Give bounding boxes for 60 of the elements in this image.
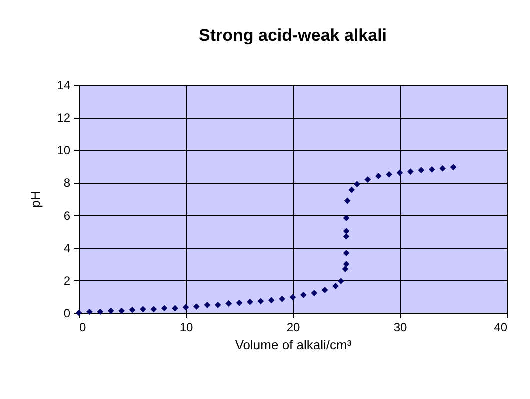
point: [279, 296, 286, 302]
y-tick-label: 0: [64, 306, 71, 320]
point: [214, 302, 222, 308]
point: [118, 308, 125, 314]
point: [290, 294, 296, 301]
point: [344, 198, 351, 204]
point: [247, 298, 254, 306]
point: [343, 228, 350, 234]
point: [396, 170, 404, 176]
point: [150, 306, 158, 313]
point: [343, 233, 350, 240]
point: [194, 304, 200, 310]
point: [226, 300, 232, 307]
point: [332, 283, 339, 290]
point: [408, 168, 414, 175]
y-tick-label: 6: [64, 208, 71, 223]
point: [76, 310, 82, 316]
point: [322, 287, 328, 294]
chart-title: Strong acid-weak alkali: [198, 26, 388, 45]
point: [342, 266, 349, 272]
y-tick-label: 8: [64, 176, 71, 190]
y-tick-label: 10: [57, 144, 71, 158]
point: [428, 166, 436, 173]
point: [268, 297, 275, 304]
point: [140, 306, 146, 313]
point: [343, 215, 350, 222]
point: [108, 308, 114, 314]
point: [97, 308, 104, 316]
point: [204, 302, 211, 308]
point: [375, 173, 382, 180]
x-tick-label: 40: [494, 320, 508, 334]
y-tick-label: 12: [57, 111, 71, 126]
point: [348, 186, 356, 194]
point: [354, 181, 360, 188]
point: [364, 176, 372, 183]
y-tick-label: 4: [64, 241, 71, 256]
point: [418, 167, 425, 174]
point: [258, 298, 264, 305]
point: [182, 304, 190, 311]
point: [236, 300, 243, 306]
y-tick-label: 14: [57, 78, 71, 92]
x-axis-title: Volume of alkali/cm³: [235, 338, 352, 352]
point: [161, 305, 168, 312]
point: [440, 166, 446, 172]
point: [338, 278, 344, 284]
point: [343, 261, 350, 268]
point: [172, 305, 178, 312]
x-tick-label: 10: [180, 320, 194, 334]
x-tick-label: 20: [286, 320, 300, 334]
point: [86, 308, 93, 316]
y-tick-label: 2: [64, 274, 71, 288]
point: [300, 292, 307, 298]
point: [129, 306, 136, 314]
point: [450, 164, 457, 171]
x-tick-label: 30: [394, 320, 408, 334]
point: [311, 290, 318, 296]
point: [343, 250, 350, 256]
y-axis-title: pH: [28, 191, 44, 208]
point: [386, 171, 392, 178]
x-tick-label: 0: [80, 320, 86, 334]
